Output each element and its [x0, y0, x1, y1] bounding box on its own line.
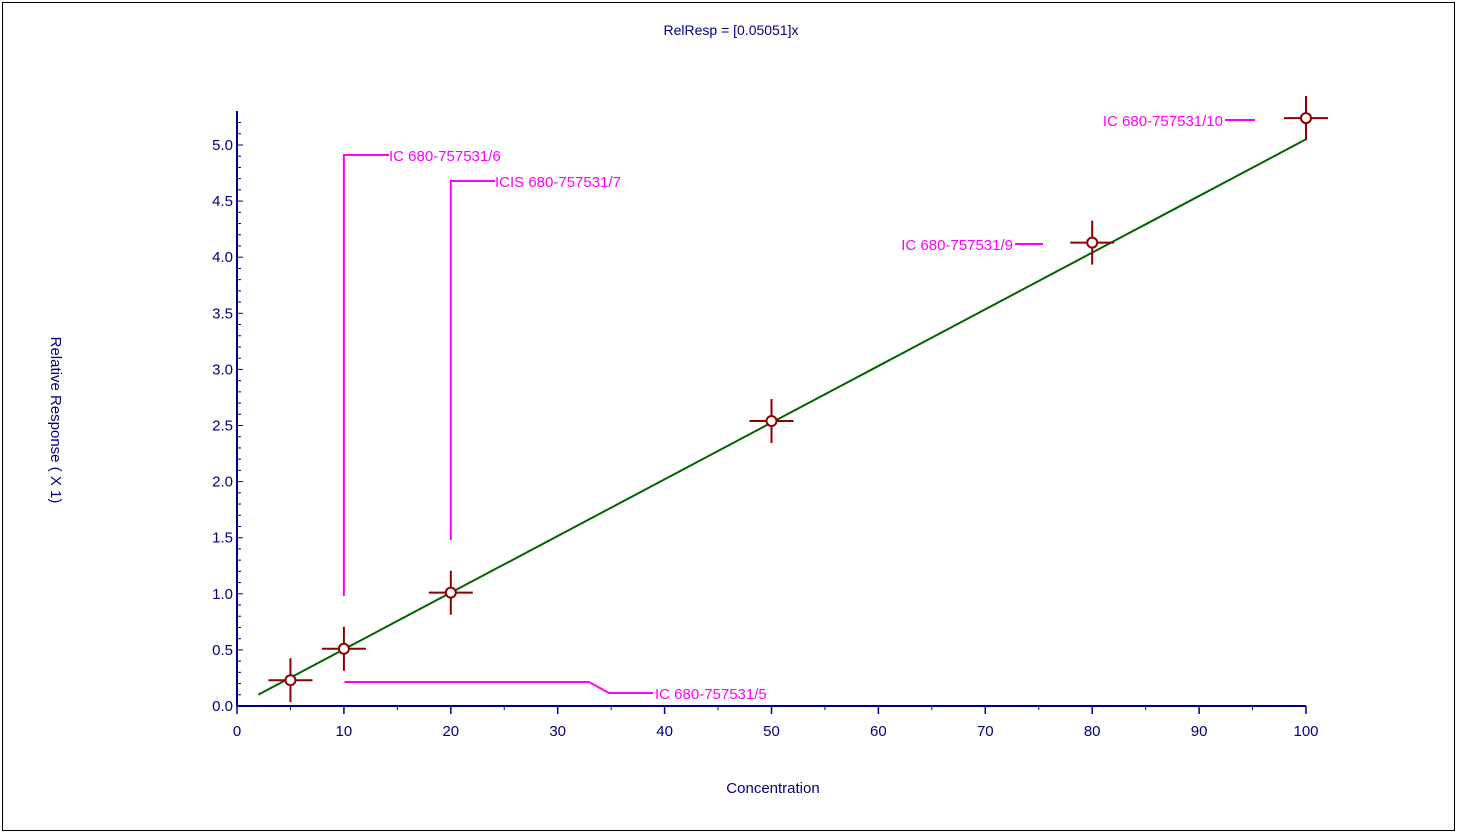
data-point: [749, 399, 794, 444]
data-point: [321, 626, 366, 671]
y-tick-label: 1.5: [212, 530, 233, 547]
point-marker: [1086, 236, 1099, 249]
x-tick-label: 80: [1084, 723, 1101, 740]
annotation-leader: [342, 154, 389, 596]
x-tick-label: 50: [763, 723, 780, 740]
data-point: [268, 658, 313, 703]
point-marker: [765, 415, 778, 428]
annotation-leader: [344, 681, 653, 694]
annotation-label: IC 680-757531/5: [655, 686, 767, 703]
y-tick-label: 4.5: [212, 193, 233, 210]
x-tick-label: 100: [1293, 723, 1318, 740]
x-tick-label: 20: [442, 723, 459, 740]
y-tick-label: 3.5: [212, 305, 233, 322]
x-tick-label: 0: [233, 723, 241, 740]
y-tick-label: 1.0: [212, 586, 233, 603]
point-marker: [444, 586, 457, 599]
annotation-leader: [449, 180, 495, 540]
annotation-label: IC 680-757531/6: [389, 148, 501, 165]
y-axis-label: Relative Response ( X 1): [47, 337, 64, 504]
y-tick-label: 2.5: [212, 418, 233, 435]
y-tick-label: 5.0: [212, 137, 233, 154]
axes: 0 10 20 30 40 50 60 70 80 90 100 0.0 0.5 1.0 1.5 2.0 2.5…: [212, 111, 1319, 740]
x-tick-label: 90: [1191, 723, 1208, 740]
y-tick-label: 0.5: [212, 642, 233, 659]
x-tick-label: 60: [870, 723, 887, 740]
x-tick-label: 30: [549, 723, 566, 740]
x-axis-label: Concentration: [726, 780, 819, 797]
fit-line-group: [257, 138, 1307, 696]
fit-line: [257, 138, 1307, 696]
point-marker: [284, 674, 297, 687]
x-tick-label: 70: [977, 723, 994, 740]
point-marker: [1300, 112, 1312, 125]
x-tick-label: 40: [656, 723, 673, 740]
point-marker: [337, 642, 350, 655]
calibration-chart: RelResp = [0.05051]x Concentration Relat…: [47, 22, 1328, 797]
y-tick-label: 3.0: [212, 361, 233, 378]
annotation-label: IC 680-757531/10: [1103, 113, 1223, 130]
data-points: [268, 96, 1328, 703]
data-point: [1284, 96, 1328, 141]
annotation-label: IC 680-757531/9: [901, 237, 1013, 254]
y-tick-label: 0.0: [212, 698, 233, 715]
data-point: [1070, 220, 1115, 265]
chart-title: RelResp = [0.05051]x: [663, 22, 798, 38]
x-tick-label: 10: [336, 723, 353, 740]
annotations: IC 680-757531/5 IC 680-757531/6 ICIS 680-7…: [342, 113, 1255, 703]
y-tick-label: 2.0: [212, 474, 233, 491]
data-point: [428, 570, 473, 615]
annotation-label: ICIS 680-757531/7: [495, 174, 621, 191]
y-tick-label: 4.0: [212, 249, 233, 266]
